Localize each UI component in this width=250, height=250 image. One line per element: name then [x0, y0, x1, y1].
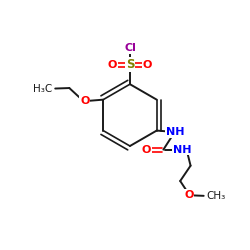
Text: NH: NH	[166, 127, 184, 137]
Text: O: O	[142, 144, 151, 154]
Text: Cl: Cl	[124, 43, 136, 53]
Text: O: O	[108, 60, 117, 70]
Text: S: S	[126, 58, 134, 71]
Text: H₃C: H₃C	[34, 84, 53, 94]
Text: CH₃: CH₃	[206, 191, 226, 201]
Text: O: O	[184, 190, 194, 200]
Text: O: O	[142, 60, 152, 70]
Text: NH: NH	[173, 144, 192, 154]
Text: O: O	[80, 96, 90, 106]
